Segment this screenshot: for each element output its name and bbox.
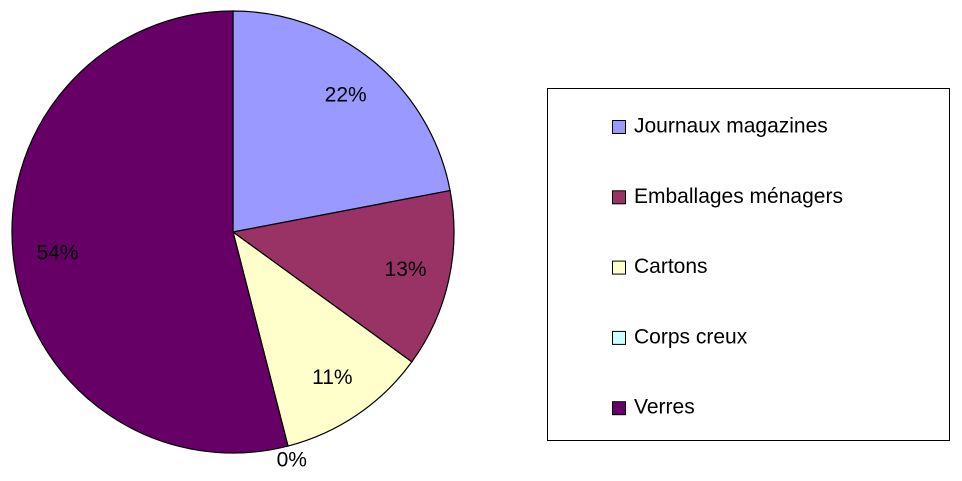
legend-label: Cartons: [634, 255, 708, 278]
slice-label: 11%: [312, 366, 352, 389]
slice-label: 0%: [277, 449, 307, 472]
legend-label: Verres: [634, 396, 695, 419]
pie-slice: [232, 10, 451, 233]
slice-label: 13%: [385, 258, 427, 281]
slice-label: 22%: [325, 83, 367, 106]
legend-swatch: [612, 330, 626, 345]
legend-box: [547, 88, 950, 441]
pie-slice: [232, 230, 413, 447]
legend-swatch: [612, 401, 626, 416]
legend-swatch: [612, 190, 626, 205]
pie-slice: [11, 10, 289, 454]
slice-label: 54%: [37, 242, 79, 265]
pie-slice: [231, 189, 455, 363]
legend-label: Journaux magazines: [634, 115, 828, 138]
legend-swatch: [612, 260, 626, 275]
legend-label: Emballages ménagers: [634, 185, 843, 208]
legend-swatch: [612, 120, 626, 134]
legend-label: Corps creux: [634, 325, 748, 348]
